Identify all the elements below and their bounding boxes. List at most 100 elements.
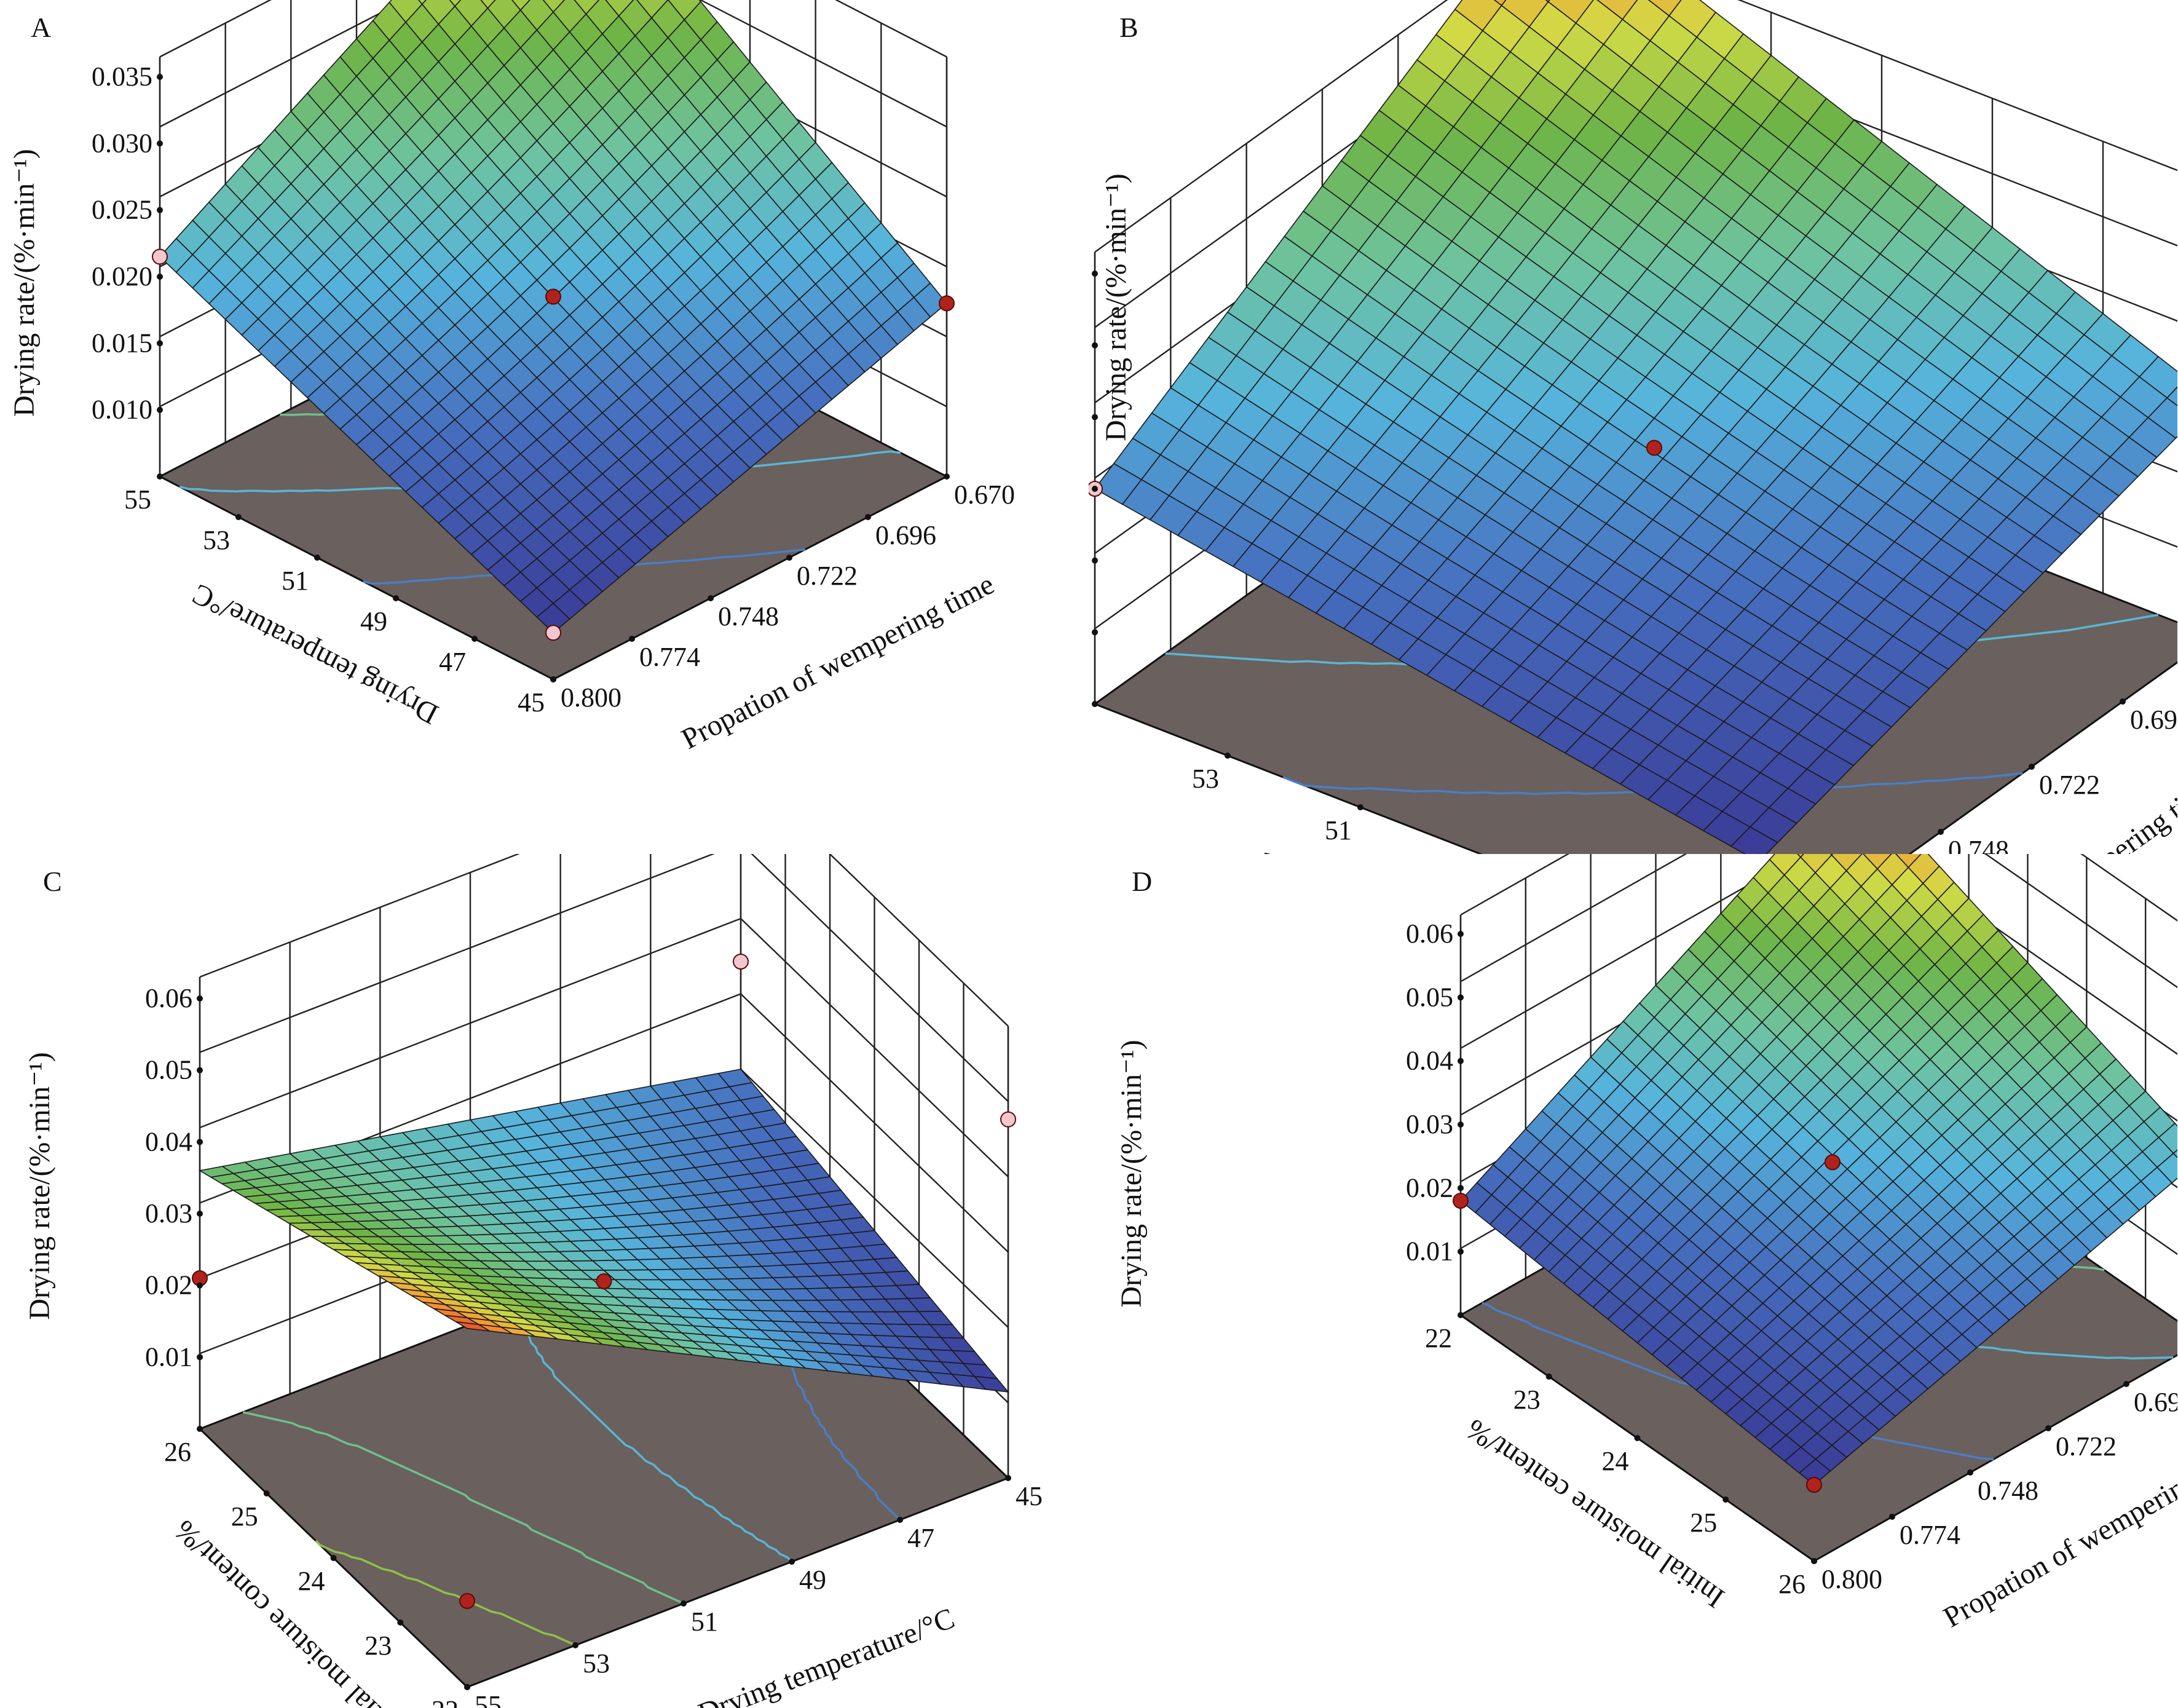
y-tick-mark (865, 514, 871, 520)
z-axis-title: Drying rate/(%·min⁻¹) (1115, 1040, 1148, 1308)
panel-letter: C (43, 866, 62, 897)
y-tick-mark (629, 636, 635, 642)
surface-cell (1797, 854, 1804, 858)
x-tick-mark (1634, 1435, 1641, 1441)
y-tick-label: 49 (799, 1565, 826, 1595)
z-tick-mark (1458, 1185, 1464, 1192)
y-tick-label: 0.774 (1900, 1520, 1960, 1550)
y-tick-label: 0.722 (797, 561, 858, 591)
z-tick-mark (197, 1067, 203, 1073)
y-axis-title: Drying temperature/°C (694, 1602, 959, 1708)
y-tick-mark (944, 473, 950, 480)
x-tick-label: 24 (298, 1566, 325, 1596)
y-tick-mark (789, 1559, 795, 1565)
panel-letter: B (1119, 12, 1138, 43)
x-tick-mark (1225, 753, 1231, 759)
surface-cell (1730, 826, 1779, 854)
z-tick-label: 0.03 (1406, 1109, 1453, 1139)
z-tick-label: 0.05 (1406, 982, 1453, 1012)
design-point (1806, 1477, 1822, 1493)
contour-line (315, 1540, 576, 1647)
surface-cell (1493, 0, 1507, 7)
x-tick-label: 24 (1602, 1446, 1629, 1476)
wall-gridline (199, 854, 1009, 1027)
y-tick-mark (572, 1642, 578, 1648)
z-axis-title: Drying rate/(%·min⁻¹) (23, 1052, 56, 1320)
x-tick-mark (314, 555, 320, 561)
x-tick-mark (330, 1555, 337, 1561)
z-tick-label: 0.01 (1406, 1236, 1453, 1267)
y-tick-label: 0.722 (2056, 1431, 2117, 1461)
contour-line (243, 1411, 684, 1605)
z-axis-title: Drying rate/(%·min⁻¹) (8, 149, 41, 417)
x-tick-mark (393, 595, 399, 601)
design-point (459, 1593, 475, 1609)
z-axis-title: Drying rate/(%·min⁻¹) (1100, 173, 1132, 441)
surface-cell (536, 603, 570, 634)
y-tick-label: 53 (583, 1648, 610, 1678)
wall-gridline (1460, 854, 2177, 922)
y-tick-label: 0.748 (718, 601, 779, 631)
z-tick-mark (197, 1282, 203, 1289)
y-tick-label: 0.696 (875, 520, 936, 550)
surface-cell (480, 0, 496, 9)
y-tick-mark (1938, 829, 1944, 835)
y-tick-label: 0.748 (1948, 835, 2009, 854)
surface-chart-a: A 0.010 0.015 0.020 0.025 0.030 0.035 Drying ra… (8, 0, 1015, 756)
z-tick-mark (1092, 414, 1098, 421)
surface-chart-c: C 0.01 0.02 0.03 0.04 0.05 0.06 Drying rate/(%·… (23, 854, 1043, 1708)
z-tick-mark (157, 406, 163, 413)
panel-d: D 0.01 0.02 0.03 0.04 0.05 0.06 Drying rate/(%·… (1089, 854, 2177, 1708)
z-tick-mark (1092, 629, 1098, 636)
y-tick-label: 0.670 (954, 480, 1015, 510)
y-tick-mark (708, 595, 714, 601)
panel-a: A 0.010 0.015 0.020 0.025 0.030 0.035 Drying ra… (0, 0, 1089, 854)
response-surface (1459, 854, 2177, 1486)
y-tick-mark (681, 1600, 687, 1607)
z-tick-mark (157, 140, 163, 147)
design-point (545, 288, 561, 305)
surface-cell (2172, 1149, 2177, 1158)
x-tick-label: 53 (1192, 764, 1219, 794)
y-tick-label: 51 (691, 1607, 718, 1637)
y-tick-mark (1889, 1514, 1895, 1520)
design-point (1453, 1193, 1469, 1209)
z-tick-label: 0.06 (145, 983, 192, 1013)
wall-gridline (1460, 854, 2177, 1055)
y-tick-mark (786, 555, 792, 561)
design-point (1825, 1154, 1841, 1171)
response-surface (198, 1069, 1009, 1393)
z-tick-mark (1092, 342, 1098, 349)
surface-chart-d: D 0.01 0.02 0.03 0.04 0.05 0.06 Drying rate/(%·… (1115, 854, 2177, 1634)
z-tick-mark (1458, 1121, 1464, 1128)
y-tick-label: 0.800 (1821, 1564, 1882, 1594)
y-tick-label: 0.696 (2134, 1387, 2177, 1417)
design-point (1646, 440, 1662, 456)
x-tick-label: 45 (518, 687, 545, 718)
x-tick-label: 55 (124, 484, 151, 515)
surface-cell (1798, 1458, 1831, 1486)
wall-gridline (199, 917, 1009, 1177)
x-tick-label: 25 (231, 1501, 258, 1532)
z-tick-label: 0.01 (145, 1342, 192, 1372)
design-point (733, 954, 749, 970)
y-tick-mark (1967, 1469, 1973, 1476)
y-axis-title: Propation of wempering time (676, 567, 999, 756)
y-tick-mark (2120, 698, 2126, 705)
z-tick-label: 0.04 (1406, 1046, 1453, 1076)
y-tick-label: 0.722 (2039, 770, 2100, 800)
wall-gridline (199, 854, 1009, 1102)
z-tick-label: 0.03 (145, 1198, 192, 1228)
wall-gridline (1094, 0, 2177, 253)
surface-cell (456, 1321, 491, 1332)
z-tick-label: 0.02 (1406, 1172, 1453, 1203)
z-tick-mark (197, 1354, 203, 1361)
z-tick-label: 0.035 (92, 61, 152, 92)
x-tick-mark (1458, 1312, 1464, 1318)
z-tick-mark (1092, 271, 1098, 277)
z-tick-mark (197, 1211, 203, 1217)
surface-cell (511, 0, 531, 11)
z-tick-label: 0.06 (1406, 919, 1453, 949)
